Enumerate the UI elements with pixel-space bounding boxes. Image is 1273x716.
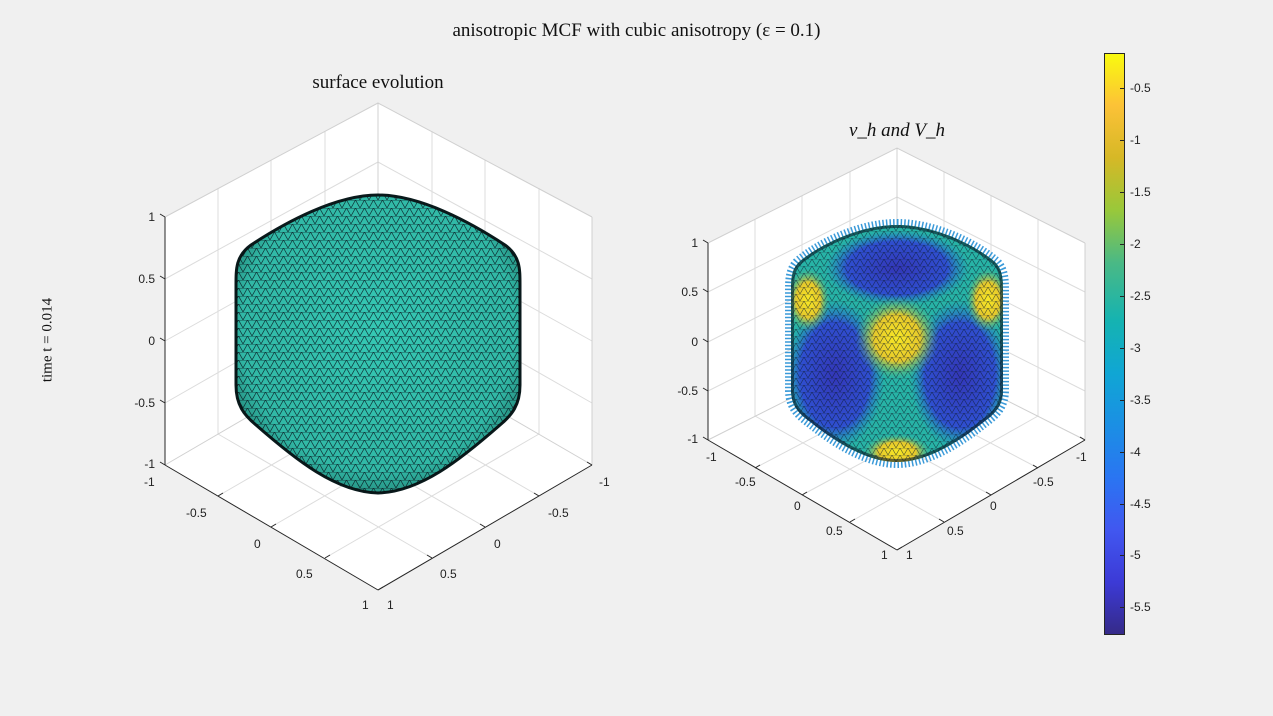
right-surface-velocity bbox=[785, 218, 1009, 469]
y-tick: 1 bbox=[387, 598, 394, 612]
z-tick: 1 bbox=[148, 210, 155, 224]
x-tick: -1 bbox=[706, 450, 717, 464]
figure-title: anisotropic MCF with cubic anisotropy (ε… bbox=[452, 20, 821, 41]
colorbar-tick-label: -5 bbox=[1130, 548, 1141, 562]
y-tick: -1 bbox=[1076, 450, 1087, 464]
z-tick: 0.5 bbox=[138, 272, 155, 286]
colorbar-tick-label: -1.5 bbox=[1130, 185, 1151, 199]
y-tick: -0.5 bbox=[548, 506, 569, 520]
z-tick: -0.5 bbox=[134, 396, 155, 410]
x-tick: -0.5 bbox=[735, 475, 756, 489]
z-tick: -1 bbox=[687, 432, 698, 446]
right-axes-lines bbox=[702, 239, 1086, 551]
y-tick: 0 bbox=[990, 499, 997, 513]
y-tick: -0.5 bbox=[1033, 475, 1054, 489]
colorbar-tick-label: -4.5 bbox=[1130, 497, 1151, 511]
z-tick: 1 bbox=[691, 236, 698, 250]
x-tick: 0 bbox=[254, 537, 261, 551]
colorbar-tick-label: -1 bbox=[1130, 133, 1141, 147]
x-tick: 1 bbox=[881, 548, 888, 562]
colorbar-tick-label: -3.5 bbox=[1130, 393, 1151, 407]
colorbar-tick-label: -2 bbox=[1130, 237, 1141, 251]
x-tick: 1 bbox=[362, 598, 369, 612]
colorbar-tick-label: -4 bbox=[1130, 445, 1141, 459]
colorbar-tick-label: -2.5 bbox=[1130, 289, 1151, 303]
left-surface-mesh bbox=[234, 193, 522, 495]
colorbar-gradient bbox=[1104, 53, 1125, 635]
right-axes-title: ν_h and V_h bbox=[848, 120, 946, 141]
x-tick: 0.5 bbox=[826, 524, 843, 538]
x-tick: -1 bbox=[144, 475, 155, 489]
x-tick: 0 bbox=[794, 499, 801, 513]
y-tick: 0 bbox=[494, 537, 501, 551]
colorbar[interactable] bbox=[1104, 53, 1125, 635]
y-tick: 0.5 bbox=[947, 524, 964, 538]
y-tick: 1 bbox=[906, 548, 913, 562]
y-tick: -1 bbox=[599, 475, 610, 489]
z-tick: 0 bbox=[148, 334, 155, 348]
x-tick: 0.5 bbox=[296, 567, 313, 581]
z-tick: -1 bbox=[144, 457, 155, 471]
left-axes-lines bbox=[159, 213, 593, 591]
colorbar-tick-label: -0.5 bbox=[1130, 81, 1151, 95]
z-tick: -0.5 bbox=[677, 384, 698, 398]
z-tick: 0 bbox=[691, 335, 698, 349]
colorbar-tick-label: -5.5 bbox=[1130, 600, 1151, 614]
left-axes-title: surface evolution bbox=[312, 72, 444, 93]
y-tick: 0.5 bbox=[440, 567, 457, 581]
x-tick: -0.5 bbox=[186, 506, 207, 520]
z-tick: 0.5 bbox=[681, 285, 698, 299]
colorbar-tick-label: -3 bbox=[1130, 341, 1141, 355]
